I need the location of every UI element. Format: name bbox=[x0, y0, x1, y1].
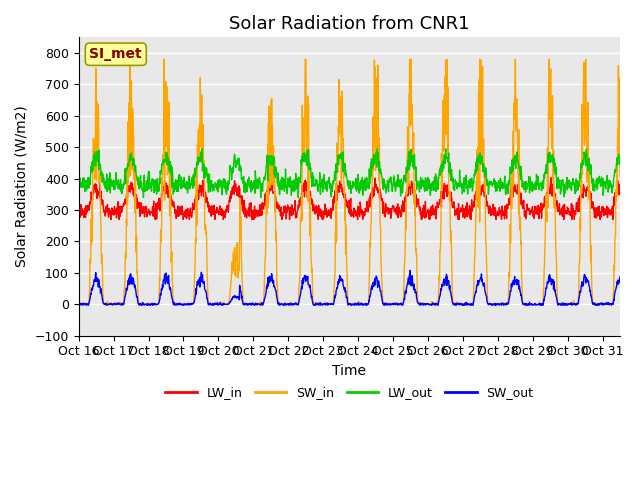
LW_in bbox=[108, 216, 115, 222]
LW_out bbox=[163, 150, 170, 156]
LW_out bbox=[491, 181, 499, 187]
Y-axis label: Solar Radiation (W/m2): Solar Radiation (W/m2) bbox=[15, 106, 29, 267]
LW_out bbox=[344, 180, 352, 186]
LW_out bbox=[573, 182, 580, 188]
LW_in bbox=[573, 200, 580, 205]
LW_out bbox=[634, 176, 640, 182]
SW_out bbox=[333, 285, 341, 291]
Line: LW_in: LW_in bbox=[79, 178, 637, 219]
LW_in bbox=[634, 212, 640, 218]
SW_in bbox=[75, 301, 83, 307]
SW_in bbox=[491, 301, 499, 307]
LW_out bbox=[140, 194, 147, 200]
SW_in bbox=[573, 301, 580, 307]
SW_out bbox=[76, 302, 84, 308]
Text: SI_met: SI_met bbox=[90, 47, 142, 61]
SW_out bbox=[573, 302, 580, 308]
SW_out bbox=[406, 267, 414, 273]
LW_in bbox=[75, 206, 83, 212]
Line: LW_out: LW_out bbox=[79, 149, 637, 197]
SW_out bbox=[634, 301, 640, 307]
SW_out bbox=[163, 279, 170, 285]
SW_in bbox=[634, 300, 640, 306]
LW_in bbox=[547, 175, 555, 180]
LW_out bbox=[627, 175, 635, 181]
Line: SW_in: SW_in bbox=[79, 60, 637, 304]
LW_in bbox=[490, 213, 498, 218]
SW_in bbox=[163, 94, 171, 99]
Line: SW_out: SW_out bbox=[79, 270, 637, 305]
SW_out bbox=[75, 301, 83, 307]
LW_in bbox=[163, 180, 170, 186]
SW_in bbox=[160, 57, 168, 62]
LW_in bbox=[627, 208, 635, 214]
SW_out bbox=[344, 301, 351, 307]
SW_in bbox=[627, 301, 635, 307]
LW_in bbox=[344, 204, 351, 209]
SW_in bbox=[334, 168, 342, 174]
LW_out bbox=[334, 162, 342, 168]
LW_in bbox=[333, 190, 341, 196]
SW_in bbox=[75, 301, 83, 307]
X-axis label: Time: Time bbox=[332, 364, 367, 378]
SW_out bbox=[491, 301, 499, 307]
Title: Solar Radiation from CNR1: Solar Radiation from CNR1 bbox=[229, 15, 470, 33]
Legend: LW_in, SW_in, LW_out, SW_out: LW_in, SW_in, LW_out, SW_out bbox=[161, 381, 539, 404]
SW_in bbox=[344, 301, 352, 307]
SW_out bbox=[627, 302, 635, 308]
LW_out bbox=[198, 146, 205, 152]
LW_out bbox=[75, 180, 83, 185]
